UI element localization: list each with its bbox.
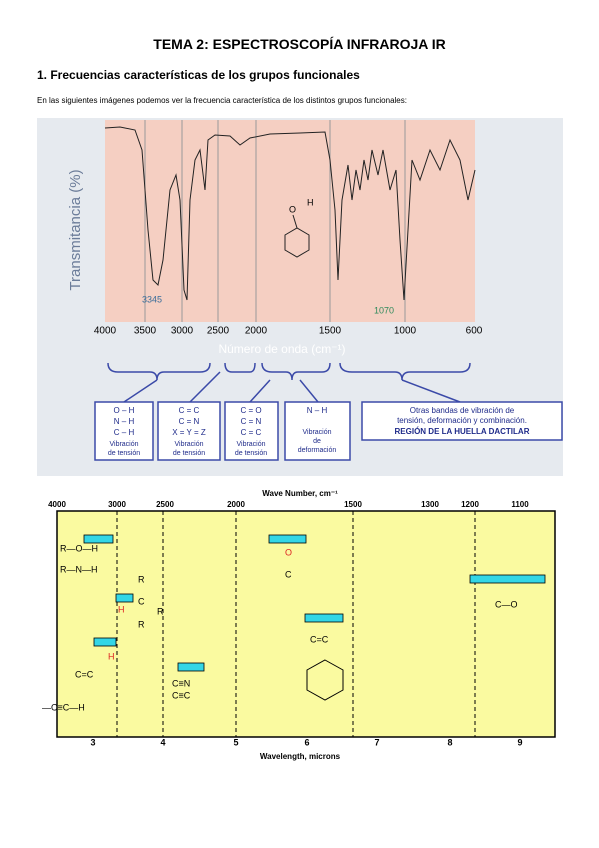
box-line: N – H bbox=[307, 406, 328, 415]
box-line: C = O bbox=[240, 406, 261, 415]
x-tick-label: 1000 bbox=[394, 326, 417, 337]
intro: En las siguientes imágenes podemos ver l… bbox=[37, 96, 407, 105]
box-line: REGIÓN DE LA HUELLA DACTILAR bbox=[395, 427, 530, 436]
box-line: C = N bbox=[179, 417, 200, 426]
top-ticks: 4000 3000 2500 2000 1500 1300 1200 1100 bbox=[48, 500, 529, 509]
structure: C—O bbox=[495, 599, 518, 609]
top-tick-label: 2500 bbox=[156, 500, 174, 509]
box-line: X = Y = Z bbox=[172, 428, 206, 437]
bottom-tick-label: 5 bbox=[233, 737, 238, 747]
x-tick-label: 600 bbox=[466, 326, 483, 337]
top-tick-label: 1100 bbox=[511, 500, 529, 509]
structure: R bbox=[157, 606, 164, 616]
x-tick-label: 1500 bbox=[319, 326, 342, 337]
top-tick-label: 1200 bbox=[461, 500, 479, 509]
structure: C=C bbox=[75, 669, 94, 679]
box-line: de tensión bbox=[108, 450, 140, 457]
box-line: de bbox=[313, 438, 321, 445]
top-tick-label: 1300 bbox=[421, 500, 439, 509]
box-line: tensión, deformación y combinación. bbox=[397, 416, 527, 425]
box-line: deformación bbox=[298, 447, 337, 454]
bottom-tick-label: 7 bbox=[374, 737, 379, 747]
structure: C≡N bbox=[172, 678, 190, 688]
braces bbox=[107, 362, 471, 403]
bands bbox=[83, 534, 546, 672]
box-line: O – H bbox=[114, 406, 135, 415]
structure: C bbox=[138, 596, 145, 606]
top-tick-label: 1500 bbox=[344, 500, 362, 509]
box-line: C = N bbox=[241, 417, 262, 426]
structure: C=C bbox=[310, 634, 329, 644]
benzene bbox=[306, 659, 344, 701]
bond bbox=[292, 214, 298, 229]
structure: C bbox=[285, 569, 292, 579]
top-tick-label: 2000 bbox=[227, 500, 245, 509]
structure: R—N—H bbox=[60, 564, 98, 574]
bottom-axis-label: Wavelength, microns bbox=[260, 752, 341, 761]
bottom-tick-label: 4 bbox=[160, 737, 165, 747]
structures: R—O—H R—N—H O C R H C R R H C=C C≡N C≡C … bbox=[42, 543, 518, 712]
box-line: de tensión bbox=[235, 450, 267, 457]
box-line: Vibración bbox=[109, 441, 138, 448]
heading: 1. Frecuencias características de los gr… bbox=[37, 68, 360, 82]
y-axis-label: Transmitancia (%) bbox=[67, 169, 84, 290]
boxes bbox=[94, 401, 563, 461]
bottom-tick-label: 9 bbox=[517, 737, 522, 747]
structure: —C≡C—H bbox=[42, 702, 85, 712]
x-tick-label: 3500 bbox=[134, 326, 157, 337]
box-line: Vibración bbox=[302, 429, 331, 436]
x-axis-label: Número de onda (cm⁻¹) bbox=[218, 342, 345, 356]
plot-area bbox=[56, 510, 556, 738]
top-tick-label: 3000 bbox=[108, 500, 126, 509]
structure: R bbox=[138, 574, 145, 584]
peak-label: 1070 bbox=[374, 305, 394, 315]
box-line: C = C bbox=[179, 406, 200, 415]
plot-area bbox=[105, 120, 475, 322]
bottom-tick-label: 3 bbox=[90, 737, 95, 747]
title: TEMA 2: ESPECTROSCOPÍA INFRAROJA IR bbox=[153, 36, 446, 52]
box-line: C = C bbox=[241, 428, 262, 437]
box-line: Vibración bbox=[174, 441, 203, 448]
structure: H bbox=[108, 651, 115, 661]
x-tick-label: 4000 bbox=[94, 326, 117, 337]
top-tick-label: 4000 bbox=[48, 500, 66, 509]
box-line: de tensión bbox=[173, 450, 205, 457]
box-line: C – H bbox=[114, 428, 135, 437]
x-tick-label: 2000 bbox=[245, 326, 268, 337]
bottom-ticks: 3 4 5 6 7 8 9 bbox=[90, 737, 522, 747]
x-tick-label: 3000 bbox=[171, 326, 194, 337]
x-ticks: 4000 3500 3000 2500 2000 1500 1000 600 bbox=[94, 326, 483, 337]
top-axis-label: Wave Number, cm⁻¹ bbox=[262, 489, 338, 498]
bottom-tick-label: 8 bbox=[447, 737, 452, 747]
structure: H bbox=[118, 604, 125, 614]
box-texts: O – H N – H C – H Vibración de tensión C… bbox=[108, 406, 530, 457]
spectrum bbox=[104, 126, 476, 301]
atom: O bbox=[289, 204, 296, 214]
peak-label: 3345 bbox=[142, 294, 162, 304]
structure: O bbox=[285, 547, 292, 557]
box-line: Vibración bbox=[236, 441, 265, 448]
structure: R bbox=[138, 619, 145, 629]
box-line: N – H bbox=[114, 417, 135, 426]
dashed-lines bbox=[116, 511, 476, 737]
atom: H bbox=[307, 197, 314, 207]
bottom-tick-label: 6 bbox=[304, 737, 309, 747]
x-tick-label: 2500 bbox=[207, 326, 230, 337]
structure: C≡C bbox=[172, 690, 191, 700]
box-line: Otras bandas de vibración de bbox=[410, 406, 515, 415]
structure: R—O—H bbox=[60, 543, 98, 553]
